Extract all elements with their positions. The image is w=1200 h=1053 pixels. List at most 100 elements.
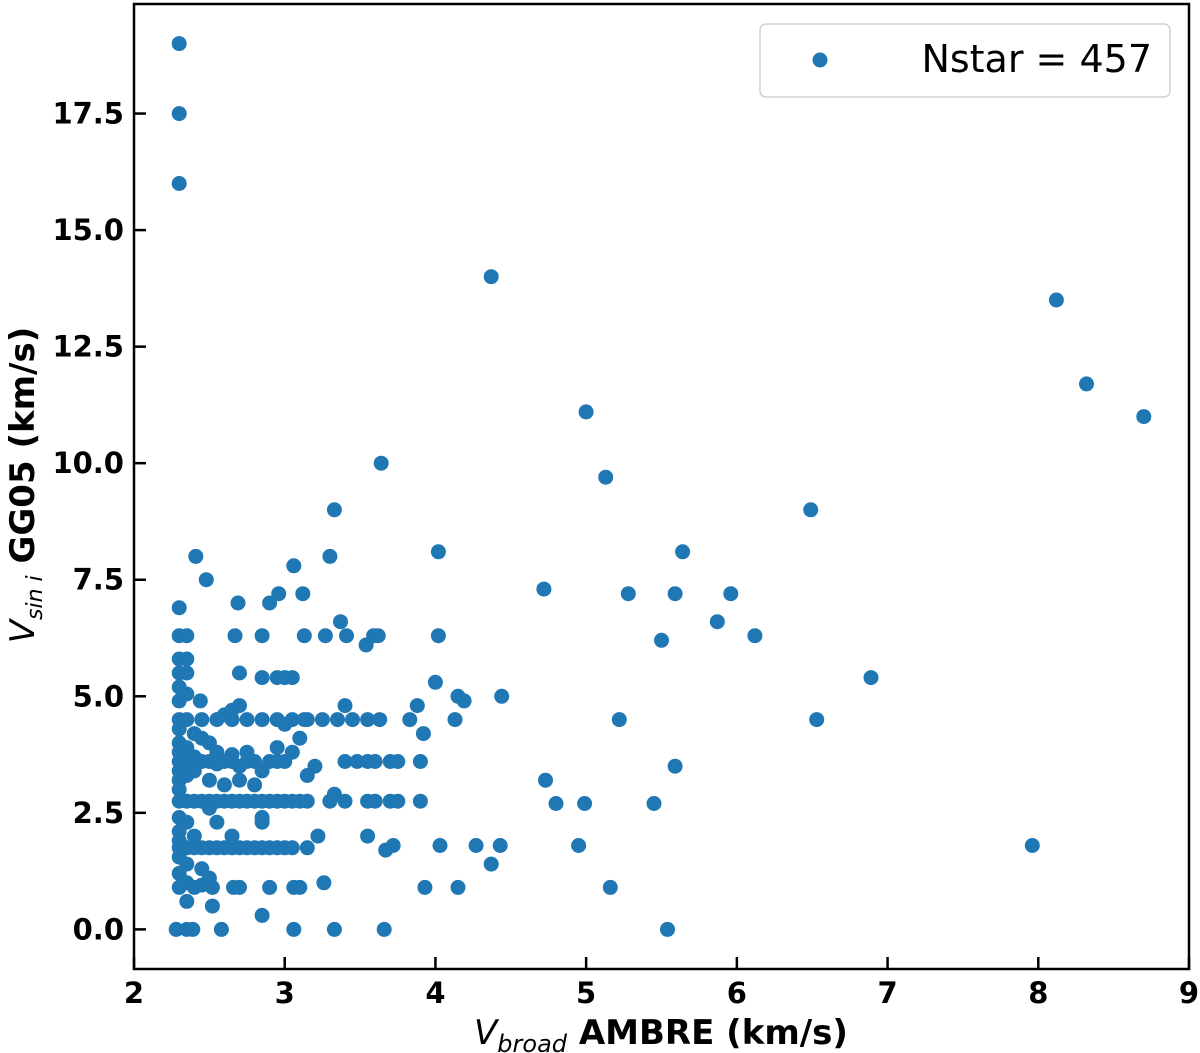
data-point xyxy=(412,754,428,769)
x-tick-label: 5 xyxy=(576,976,596,1010)
data-point xyxy=(254,810,270,825)
data-point xyxy=(179,814,195,830)
data-point xyxy=(216,777,232,793)
x-tick-label: 9 xyxy=(1179,976,1199,1010)
x-tick-label: 4 xyxy=(425,976,445,1010)
data-point xyxy=(337,793,353,809)
data-point xyxy=(1048,292,1064,308)
data-point xyxy=(349,754,365,769)
legend: Nstar = 457 xyxy=(759,23,1171,98)
data-point xyxy=(194,712,210,728)
data-point xyxy=(314,712,330,728)
y-tick-label: 12.5 xyxy=(52,330,124,364)
data-point xyxy=(468,838,484,853)
y-tick-label: 10.0 xyxy=(52,446,124,480)
data-point xyxy=(456,693,472,709)
y-axis-label-subscript: sin i xyxy=(23,575,48,620)
data-point xyxy=(360,828,376,844)
data-point xyxy=(224,828,240,844)
y-tick-label: 5.0 xyxy=(73,679,124,713)
data-point xyxy=(598,469,614,485)
data-point xyxy=(330,712,345,728)
data-point xyxy=(284,840,300,856)
data-point xyxy=(201,772,217,788)
y-axis-label-symbol: V xyxy=(3,617,43,643)
data-point xyxy=(286,921,302,937)
data-point xyxy=(296,628,312,644)
data-point xyxy=(1024,838,1040,853)
data-point xyxy=(370,628,386,644)
data-point xyxy=(254,712,270,728)
data-point xyxy=(367,793,383,809)
x-tick-label: 2 xyxy=(124,976,144,1010)
y-axis-label-text: GG05 (km/s) xyxy=(3,327,43,576)
data-point xyxy=(602,879,618,895)
y-tick-label: 7.5 xyxy=(73,563,124,597)
data-point xyxy=(292,879,308,895)
data-point xyxy=(432,838,448,853)
data-point xyxy=(171,106,187,122)
data-point xyxy=(337,698,353,714)
data-point xyxy=(1079,376,1094,392)
data-point xyxy=(447,712,463,728)
data-point xyxy=(213,921,229,937)
data-point xyxy=(171,600,187,616)
y-tick-label: 17.5 xyxy=(52,97,124,131)
data-point xyxy=(299,793,315,809)
data-point xyxy=(373,455,389,471)
data-point xyxy=(188,548,204,564)
x-axis-label-symbol: V xyxy=(474,1013,500,1053)
data-point xyxy=(277,670,293,686)
data-point xyxy=(1136,409,1152,425)
x-tick-label: 7 xyxy=(877,976,897,1010)
data-point xyxy=(209,814,225,830)
data-point xyxy=(326,786,342,802)
axis-ticks: 2 3 4 5 6 7 8 9 0.0 2.5 5.0 7.5 10.0 12.5 15.0 17.5 xyxy=(52,97,1199,1010)
data-point xyxy=(483,269,499,285)
data-point xyxy=(316,875,332,891)
data-point xyxy=(409,698,425,714)
data-point xyxy=(201,800,217,816)
data-points xyxy=(168,36,1152,937)
data-point xyxy=(171,721,187,737)
data-point xyxy=(492,838,508,853)
legend-marker xyxy=(812,52,828,68)
data-point xyxy=(417,879,433,895)
data-point xyxy=(286,558,302,574)
data-point xyxy=(675,544,691,560)
data-point xyxy=(578,404,594,420)
data-point xyxy=(372,712,388,728)
data-point xyxy=(171,36,187,52)
data-point xyxy=(224,754,240,769)
data-point xyxy=(390,754,406,769)
data-point xyxy=(171,879,187,895)
data-point xyxy=(317,628,333,644)
data-point xyxy=(232,698,247,714)
data-point xyxy=(269,740,285,756)
data-point xyxy=(326,921,342,937)
data-point xyxy=(611,712,627,728)
y-tick-label: 15.0 xyxy=(52,213,124,247)
data-point xyxy=(310,828,326,844)
data-point xyxy=(538,772,553,788)
data-point xyxy=(296,712,312,728)
data-point xyxy=(803,502,819,518)
data-point xyxy=(646,796,662,811)
y-axis-label: Vsin i GG05 (km/s) xyxy=(3,327,48,643)
data-point xyxy=(179,628,195,644)
data-point xyxy=(390,793,406,809)
data-point xyxy=(179,893,195,909)
data-point xyxy=(284,744,300,760)
data-point xyxy=(254,628,270,644)
data-point xyxy=(322,548,338,564)
data-point xyxy=(333,614,348,630)
data-point xyxy=(307,758,323,774)
data-point xyxy=(204,898,220,914)
data-point xyxy=(292,730,308,746)
data-point xyxy=(339,628,354,644)
data-point xyxy=(232,879,247,895)
data-point xyxy=(168,921,184,937)
y-tick-label: 0.0 xyxy=(73,912,124,946)
data-point xyxy=(660,921,675,937)
data-point xyxy=(209,756,225,772)
